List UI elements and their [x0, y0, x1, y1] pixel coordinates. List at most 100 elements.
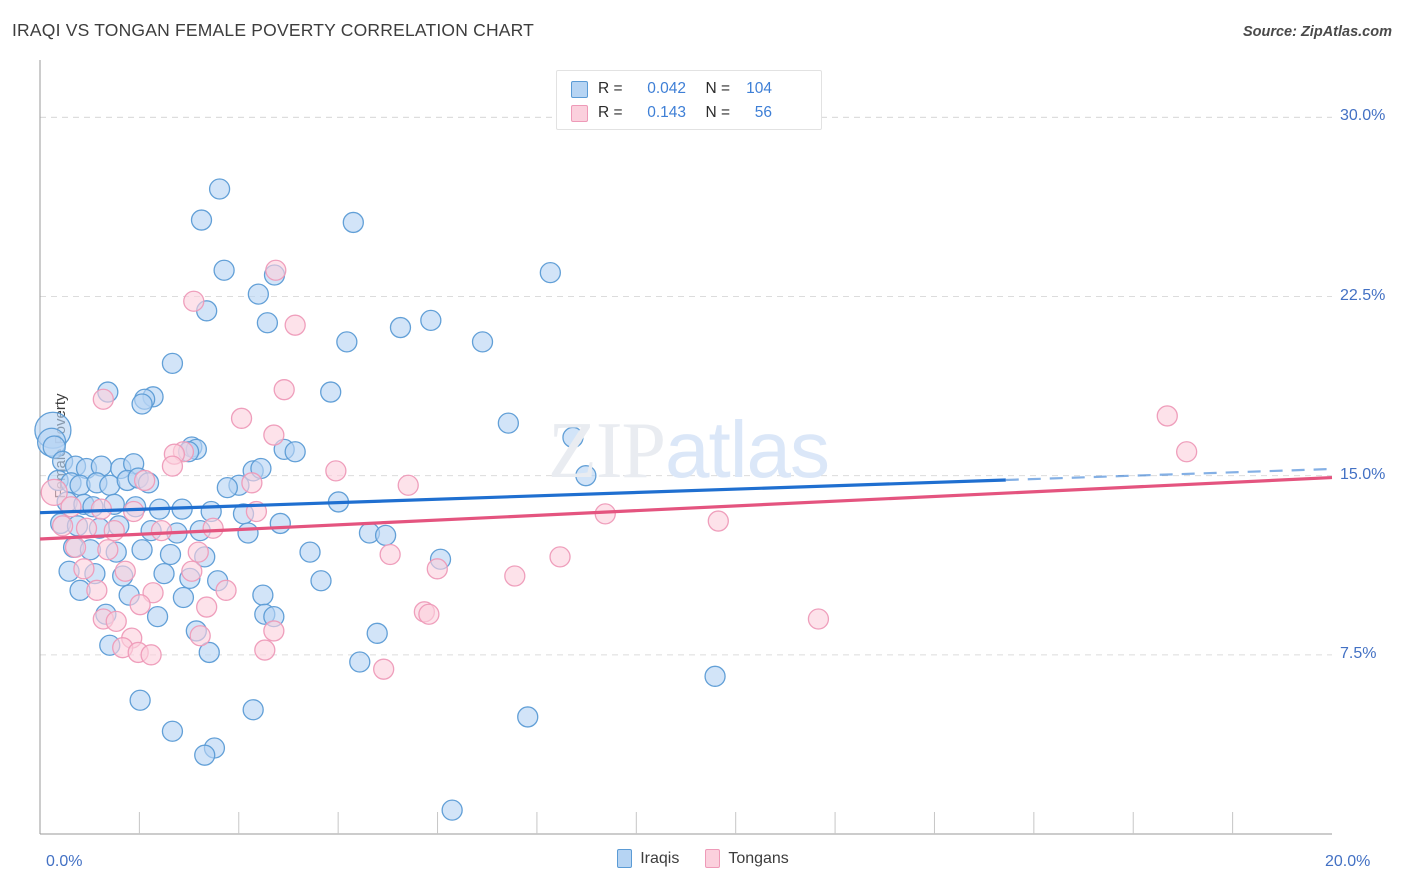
data-point[interactable]: [60, 496, 82, 518]
data-point[interactable]: [256, 312, 279, 334]
data-point[interactable]: [99, 474, 121, 496]
data-point[interactable]: [129, 689, 151, 711]
data-point[interactable]: [426, 558, 448, 580]
iraqis-n-label: N =: [705, 80, 730, 97]
x-tick-label-max: 20.0%: [1325, 853, 1371, 870]
data-point[interactable]: [379, 543, 401, 566]
data-point[interactable]: [418, 603, 440, 625]
data-point[interactable]: [40, 478, 68, 507]
data-point[interactable]: [161, 352, 184, 375]
data-point[interactable]: [374, 524, 397, 547]
data-point[interactable]: [242, 699, 264, 721]
data-point[interactable]: [213, 259, 235, 281]
data-point[interactable]: [517, 706, 539, 728]
data-point[interactable]: [198, 641, 220, 664]
data-point[interactable]: [215, 579, 237, 601]
data-point[interactable]: [336, 331, 358, 353]
data-point[interactable]: [172, 586, 195, 609]
data-point[interactable]: [420, 309, 442, 332]
data-point[interactable]: [310, 570, 332, 592]
legend-item-iraqis[interactable]: Iraqis: [617, 849, 679, 868]
data-point[interactable]: [140, 644, 162, 666]
data-point[interactable]: [159, 543, 182, 566]
data-point[interactable]: [471, 331, 494, 353]
data-point[interactable]: [134, 469, 156, 492]
data-point[interactable]: [1176, 441, 1198, 463]
data-point[interactable]: [397, 474, 419, 496]
data-point[interactable]: [237, 522, 259, 544]
data-point[interactable]: [183, 290, 205, 312]
data-point[interactable]: [441, 799, 463, 821]
data-point[interactable]: [194, 744, 216, 766]
trendline-iraqis: [39, 478, 1006, 515]
data-point[interactable]: [161, 455, 184, 477]
data-point[interactable]: [123, 500, 145, 523]
data-point[interactable]: [247, 283, 269, 305]
data-point[interactable]: [208, 178, 231, 200]
data-point[interactable]: [196, 596, 218, 618]
data-point[interactable]: [73, 558, 95, 580]
x-tick-label-min: 0.0%: [46, 853, 83, 870]
data-point[interactable]: [562, 426, 584, 449]
data-point[interactable]: [269, 512, 291, 535]
data-point[interactable]: [263, 620, 285, 642]
data-point[interactable]: [349, 651, 371, 673]
data-point[interactable]: [707, 510, 729, 532]
data-point[interactable]: [64, 536, 87, 558]
data-point[interactable]: [131, 539, 153, 561]
tongans-n-label: N =: [705, 104, 730, 121]
data-point[interactable]: [181, 560, 203, 582]
data-point[interactable]: [97, 539, 119, 561]
data-point[interactable]: [105, 610, 127, 633]
data-point[interactable]: [190, 209, 213, 231]
legend-label-tongans: Tongans: [728, 849, 789, 867]
data-point[interactable]: [265, 259, 287, 281]
data-point[interactable]: [284, 314, 306, 336]
data-point[interactable]: [254, 639, 276, 661]
data-point[interactable]: [273, 379, 295, 401]
data-point[interactable]: [241, 472, 263, 494]
data-point[interactable]: [131, 393, 153, 415]
data-point[interactable]: [129, 594, 151, 616]
data-point[interactable]: [366, 622, 388, 644]
data-point[interactable]: [325, 460, 347, 482]
data-point[interactable]: [86, 579, 108, 601]
data-point[interactable]: [575, 465, 597, 487]
y-tick-label-2: 22.5%: [1340, 286, 1386, 304]
data-point[interactable]: [320, 381, 342, 403]
data-point[interactable]: [342, 211, 364, 234]
data-point[interactable]: [114, 560, 136, 582]
data-point[interactable]: [92, 388, 114, 410]
data-point[interactable]: [299, 541, 321, 563]
data-point[interactable]: [807, 608, 830, 630]
data-point[interactable]: [504, 565, 526, 587]
data-point[interactable]: [202, 517, 224, 539]
data-point[interactable]: [230, 407, 253, 429]
data-point[interactable]: [146, 605, 169, 628]
source-attribution: Source: ZipAtlas.com: [1242, 24, 1392, 40]
legend-swatch-iraqis: [617, 849, 633, 868]
data-point[interactable]: [252, 584, 274, 606]
data-point[interactable]: [389, 316, 412, 339]
data-point[interactable]: [1156, 405, 1178, 427]
data-point[interactable]: [150, 519, 173, 542]
data-point[interactable]: [284, 441, 306, 463]
data-point[interactable]: [187, 541, 209, 563]
data-point[interactable]: [189, 625, 211, 647]
data-point[interactable]: [263, 424, 285, 446]
data-point[interactable]: [549, 546, 571, 568]
data-point[interactable]: [161, 720, 184, 742]
data-point[interactable]: [103, 519, 125, 542]
data-point[interactable]: [704, 665, 726, 687]
data-point[interactable]: [373, 658, 395, 680]
data-point[interactable]: [51, 515, 74, 537]
iraqis-r-value: 0.042: [647, 80, 686, 97]
legend-item-tongans[interactable]: Tongans: [705, 849, 789, 868]
correlation-stats-box: R = 0.042 N = 104 R = 0.143 N = 56: [556, 70, 822, 130]
data-point[interactable]: [216, 476, 238, 499]
stats-row-tongans: R = 0.143 N = 56: [571, 101, 811, 125]
data-point[interactable]: [539, 261, 561, 284]
data-point[interactable]: [153, 562, 175, 585]
data-point[interactable]: [497, 412, 520, 434]
